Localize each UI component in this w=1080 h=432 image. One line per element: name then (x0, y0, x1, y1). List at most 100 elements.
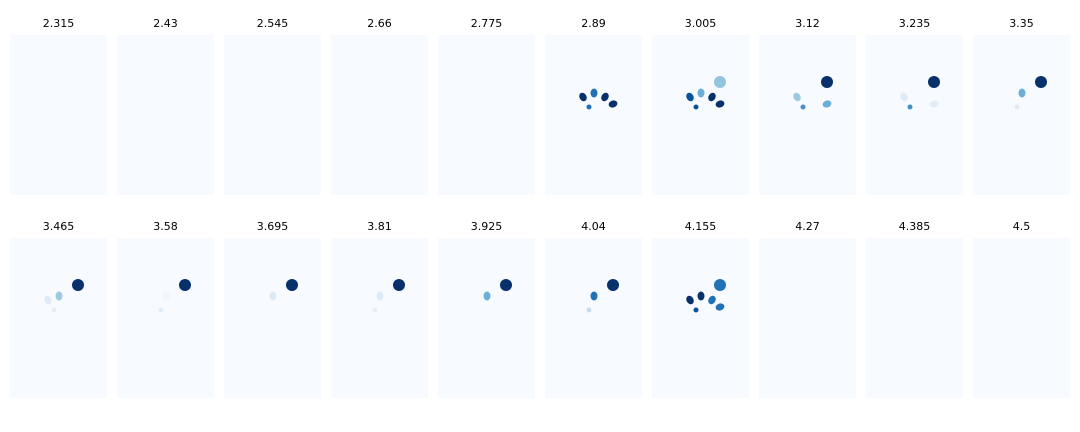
heatmap-panel (438, 238, 535, 398)
panel-title: 2.545 (256, 17, 289, 30)
intensity-blob (686, 295, 694, 305)
panel-title: 3.925 (470, 220, 503, 233)
intensity-blob (483, 291, 491, 301)
intensity-blob (1014, 104, 1020, 110)
intensity-blob (586, 307, 592, 313)
heatmap-panel (973, 238, 1070, 398)
intensity-blob (286, 279, 298, 291)
heatmap-canvas (686, 279, 726, 313)
panel-title: 3.005 (684, 17, 717, 30)
heatmap-canvas (269, 279, 298, 301)
heatmap-panel (331, 35, 428, 195)
intensity-blob (907, 104, 913, 110)
heatmap-panel (545, 35, 642, 195)
intensity-blob (1035, 76, 1047, 88)
heatmap-canvas (1014, 76, 1047, 110)
intensity-blob (158, 307, 164, 313)
intensity-blob (697, 291, 705, 301)
heatmap-panel (117, 35, 214, 195)
panel-title: 2.775 (470, 17, 503, 30)
heatmap-canvas (793, 76, 833, 110)
panel-title: 3.695 (256, 220, 289, 233)
heatmap-canvas (372, 279, 405, 313)
panel-title: 2.89 (581, 17, 606, 30)
heatmap-canvas (973, 238, 1070, 398)
intensity-blob (55, 291, 63, 301)
intensity-blob (72, 279, 84, 291)
heatmap-canvas (483, 279, 512, 301)
intensity-blob (579, 92, 587, 102)
panel-title: 4.5 (1012, 220, 1031, 233)
heatmap-canvas (586, 279, 619, 313)
intensity-blob (697, 88, 705, 98)
heatmap-panel (866, 238, 963, 398)
intensity-blob (500, 279, 512, 291)
heatmap-canvas (158, 279, 191, 313)
intensity-blob (693, 104, 699, 110)
intensity-blob (900, 92, 908, 102)
intensity-blob (793, 92, 801, 102)
heatmap-panel (224, 35, 321, 195)
intensity-blob (590, 88, 598, 98)
heatmap-panel (652, 238, 749, 398)
panel-title: 4.155 (684, 220, 717, 233)
intensity-blob (372, 307, 378, 313)
heatmap-panel (438, 35, 535, 195)
panel-title: 4.27 (795, 220, 820, 233)
heatmap-canvas (759, 238, 856, 398)
heatmap-canvas (117, 35, 214, 195)
heatmap-canvas (331, 35, 428, 195)
intensity-blob (714, 76, 726, 88)
intensity-blob (715, 100, 725, 108)
intensity-blob (708, 295, 716, 305)
heatmap-panel (224, 238, 321, 398)
intensity-blob (393, 279, 405, 291)
intensity-blob (800, 104, 806, 110)
panel-title: 2.66 (367, 17, 392, 30)
panel-title: 3.235 (898, 17, 931, 30)
heatmap-panel (545, 238, 642, 398)
panel-title: 2.315 (42, 17, 75, 30)
panel-title: 3.35 (1009, 17, 1034, 30)
heatmap-canvas (438, 35, 535, 195)
heatmap-canvas (224, 35, 321, 195)
intensity-blob (51, 307, 57, 313)
intensity-blob (714, 279, 726, 291)
heatmap-panel (973, 35, 1070, 195)
intensity-blob (693, 307, 699, 313)
heatmap-panel (10, 35, 107, 195)
intensity-blob (1018, 88, 1026, 98)
heatmap-canvas (579, 88, 618, 110)
intensity-blob (586, 104, 592, 110)
intensity-blob (608, 100, 618, 108)
panel-title: 3.81 (367, 220, 392, 233)
heatmap-panel (759, 238, 856, 398)
intensity-blob (928, 76, 940, 88)
panel-title: 3.12 (795, 17, 820, 30)
intensity-blob (822, 100, 832, 108)
intensity-blob (590, 291, 598, 301)
heatmap-panel (652, 35, 749, 195)
heatmap-panel (10, 238, 107, 398)
intensity-blob (929, 100, 939, 108)
heatmap-canvas (866, 238, 963, 398)
heatmap-panel (331, 238, 428, 398)
intensity-blob (607, 279, 619, 291)
intensity-blob (708, 92, 716, 102)
panel-title: 3.58 (153, 220, 178, 233)
intensity-blob (601, 92, 609, 102)
heatmap-canvas (10, 35, 107, 195)
intensity-blob (715, 303, 725, 311)
panel-title: 2.43 (153, 17, 178, 30)
intensity-blob (269, 291, 277, 301)
heatmap-panel (117, 238, 214, 398)
intensity-blob (821, 76, 833, 88)
intensity-blob (686, 92, 694, 102)
heatmap-canvas (900, 76, 940, 110)
panel-title: 4.04 (581, 220, 606, 233)
intensity-blob (162, 291, 170, 301)
heatmap-canvas (686, 76, 726, 110)
heatmap-panel (866, 35, 963, 195)
heatmap-panel (759, 35, 856, 195)
